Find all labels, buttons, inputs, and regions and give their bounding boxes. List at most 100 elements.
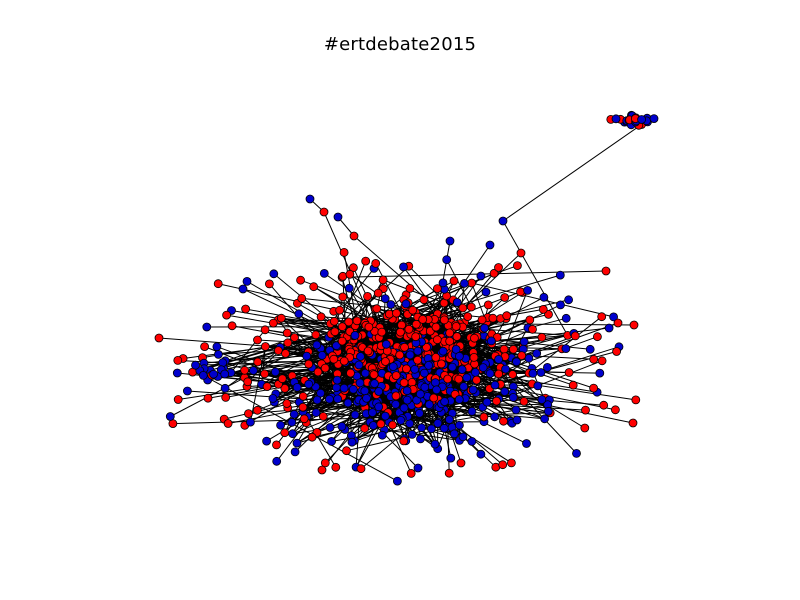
graph-node-red (369, 370, 379, 380)
graph-node-red (404, 324, 414, 334)
graph-node-red (431, 352, 441, 362)
graph-node-blue (354, 360, 364, 370)
graph-node-red (243, 377, 253, 387)
graph-edge (446, 259, 472, 308)
graph-node-blue (386, 300, 396, 309)
graph-node-blue (478, 363, 488, 373)
graph-node-red (320, 458, 330, 468)
graph-node-red (344, 317, 354, 327)
graph-node-blue (528, 368, 538, 378)
graph-node-blue (339, 383, 349, 393)
graph-node-blue (457, 365, 467, 375)
graph-node-blue (470, 367, 480, 377)
graph-node-red (253, 335, 262, 345)
graph-node-blue (611, 114, 621, 124)
graph-node-blue (424, 400, 434, 410)
graph-node-blue (564, 295, 573, 305)
graph-node-blue (482, 397, 492, 407)
graph-node-blue (287, 417, 297, 427)
graph-node-blue (350, 410, 360, 420)
graph-node-red (290, 333, 299, 342)
graph-node-blue (333, 212, 343, 222)
graph-node-blue (523, 285, 532, 295)
graph-node-blue (442, 255, 452, 265)
graph-node-red (500, 293, 510, 302)
graph-node-red (570, 331, 580, 341)
graph-node-blue (476, 449, 486, 459)
graph-node-red (240, 365, 250, 375)
graph-node-red (380, 357, 390, 366)
graph-node-red (601, 266, 611, 276)
graph-node-red (388, 420, 398, 430)
graph-edge (502, 220, 569, 336)
graph-node-red (378, 275, 388, 285)
graph-node-blue (374, 387, 384, 396)
graph-node-red (451, 321, 461, 331)
graph-node-red (337, 322, 347, 332)
graph-node-blue (519, 337, 529, 347)
graph-node-blue (512, 415, 522, 425)
graph-node-blue (381, 339, 391, 349)
graph-node-red (329, 316, 339, 326)
graph-node-red (331, 462, 341, 472)
graph-node-blue (459, 382, 469, 391)
graph-node-red (282, 328, 292, 338)
graph-node-blue (402, 386, 412, 396)
graph-node-red (502, 311, 512, 321)
graph-node-blue (417, 423, 427, 433)
graph-node-red (260, 369, 270, 379)
graph-node-red (364, 322, 374, 332)
graph-node-red (568, 380, 578, 390)
graph-node-blue (490, 380, 500, 390)
graph-node-red (445, 336, 455, 346)
graph-node-red (406, 468, 416, 478)
graph-node-blue (324, 394, 334, 404)
graph-node-red (345, 269, 355, 279)
graph-node-red (223, 419, 233, 428)
graph-node-blue (305, 194, 315, 204)
graph-node-red (277, 374, 287, 384)
graph-node-red (589, 354, 599, 364)
graph-node-blue (543, 362, 552, 372)
graph-node-blue (292, 438, 302, 448)
graph-node-blue (426, 424, 436, 434)
graph-node-blue (462, 373, 472, 383)
graph-node-red (253, 357, 263, 367)
graph-node-blue (290, 447, 300, 457)
graph-node-blue (209, 369, 218, 379)
graph-node-red (580, 423, 590, 433)
graph-node-blue (213, 349, 223, 359)
graph-node-red (419, 295, 429, 305)
graph-node-red (363, 346, 373, 356)
graph-edge (351, 409, 445, 443)
graph-node-blue (561, 344, 571, 354)
graph-node-blue (347, 437, 357, 447)
graph-node-red (313, 367, 323, 377)
graph-node-blue (302, 351, 312, 361)
graph-node-blue (399, 403, 409, 413)
graph-node-red (318, 411, 328, 421)
graph-node-blue (268, 393, 278, 403)
graph-node-red (280, 428, 290, 438)
graph-node-red (467, 278, 477, 288)
graph-node-red (629, 320, 639, 330)
graph-node-blue (356, 352, 365, 361)
graph-node-red (371, 258, 381, 268)
graph-node-red (352, 316, 362, 326)
graph-node-blue (332, 375, 342, 385)
graph-node-blue (319, 268, 329, 278)
graph-node-blue (555, 270, 565, 280)
graph-node-red (360, 423, 370, 433)
graph-node-red (408, 305, 418, 315)
graph-node-blue (343, 398, 353, 408)
graph-node-red (244, 409, 253, 419)
graph-node-blue (486, 336, 496, 346)
graph-node-blue (294, 309, 304, 319)
graph-node-blue (467, 436, 477, 446)
graph-node-blue (540, 414, 549, 424)
graph-node-red (597, 312, 607, 322)
graph-node-red (268, 318, 278, 328)
graph-node-blue (182, 386, 192, 396)
graph-node-red (363, 291, 372, 301)
graph-node-red (373, 288, 383, 298)
